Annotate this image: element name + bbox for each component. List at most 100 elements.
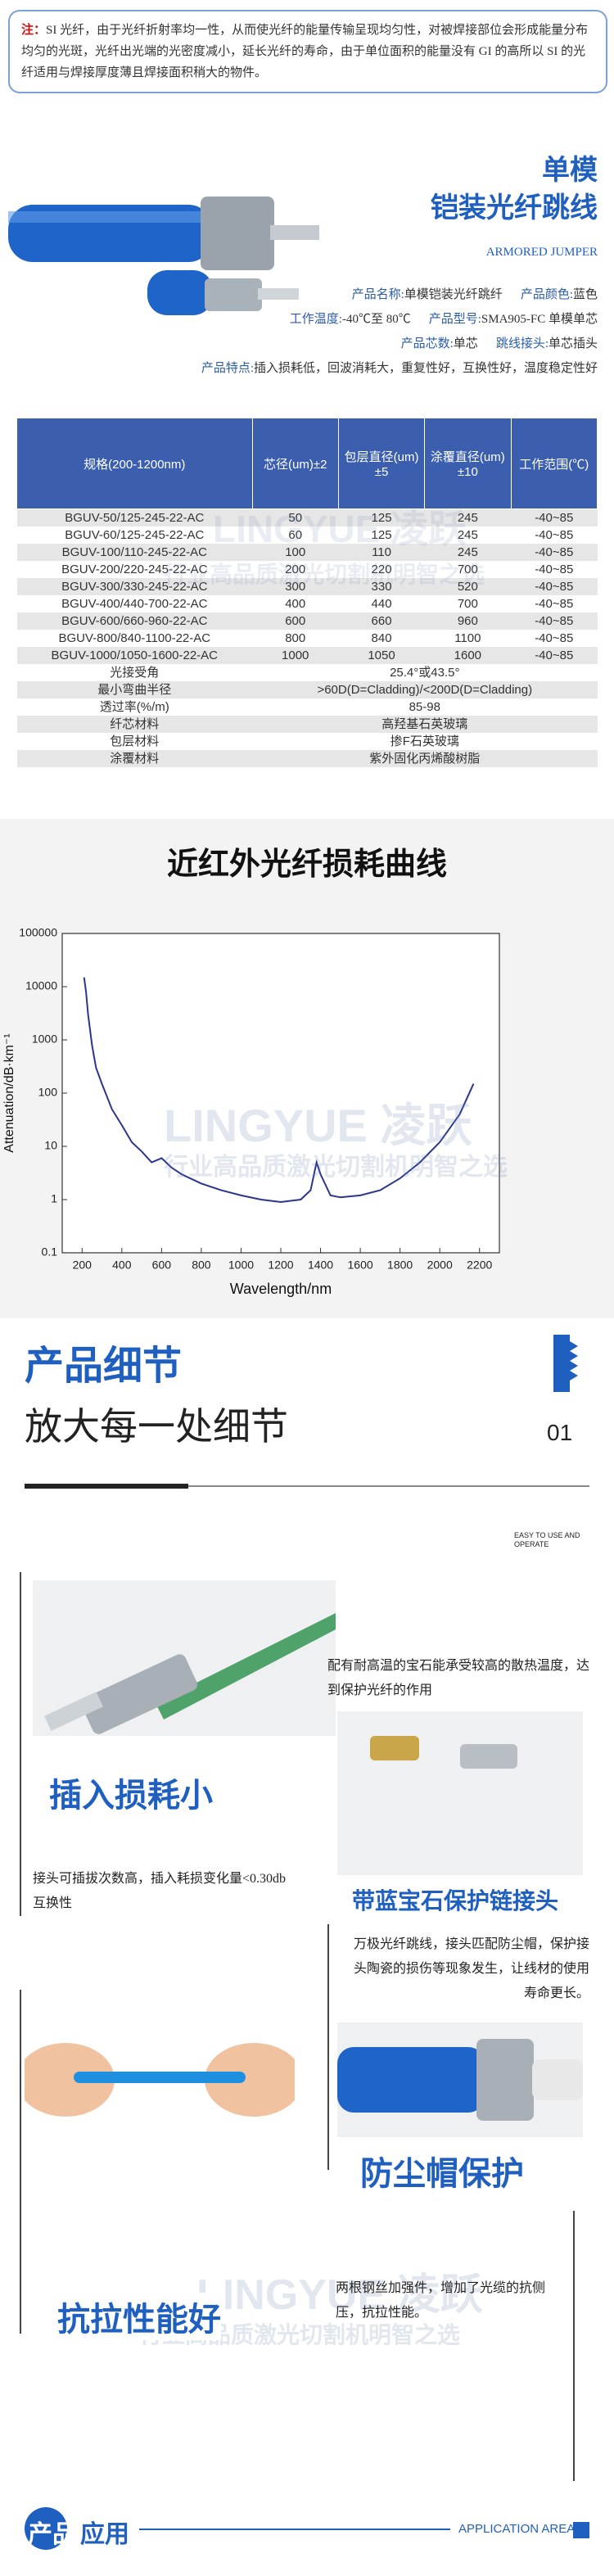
table-cell: BGUV-1000/1050-1600-22-AC: [16, 647, 253, 664]
footer-title: 产品: [28, 2521, 77, 2548]
feature-label: 防尘帽保护: [360, 2147, 524, 2194]
y-tick-label: 10000: [25, 979, 57, 992]
table-cell: 光接受角: [110, 666, 160, 680]
table-row: BGUV-800/840-1100-22-AC 800 840 1100 -40~85: [17, 630, 598, 647]
table-cell: BGUV-600/660-960-22-AC: [16, 612, 253, 630]
table-row: BGUV-300/330-245-22-AC 300 330 520 -40~85: [16, 578, 598, 595]
table-header-cell: 包层直径(um)±5: [337, 418, 426, 509]
x-tick-label: 2000: [427, 1259, 453, 1272]
x-tick-label: 200: [73, 1259, 93, 1272]
table-cell: 涂覆材料: [16, 750, 253, 767]
decoration: [553, 1335, 578, 1392]
photo: [33, 1580, 336, 1736]
chart-title: 近红外光纤损耗曲线: [167, 847, 447, 882]
spec-line: 工作温度:-40℃至 80℃ 产品型号:SMA905-FC 单模单芯: [183, 307, 598, 332]
table-cell: BGUV-800/840-1100-22-AC: [58, 631, 211, 645]
feature-text: 配有耐高温的宝石能承受较高的散热温度，达到保护光纤的作用: [327, 1659, 590, 1697]
table-cell: BGUV-60/125-245-22-AC: [65, 528, 205, 542]
spec-label: 产品芯数:: [400, 337, 454, 350]
spec-line: 产品名称:单模铠装光纤跳纤 产品颜色:蓝色: [183, 282, 598, 307]
table-cell: 100: [252, 544, 339, 561]
table-header-cell: 涂覆直径(um)±10: [424, 418, 512, 509]
table-cell: 800: [285, 631, 306, 645]
table-cell: BGUV-50/125-245-22-AC: [16, 508, 253, 526]
spec-value: 蓝色: [572, 288, 598, 301]
table-cell: 700: [457, 563, 478, 576]
footer-title: 应用: [80, 2521, 129, 2548]
x-tick-label: 800: [192, 1259, 211, 1272]
frame-line: [20, 1572, 21, 1916]
spec-table: 规格(200-1200nm) 芯径(um)±2 包层直径(um)±5 涂覆直径(um)…: [16, 418, 598, 767]
table-row: BGUV-60/125-245-22-AC 60 125 245 -40~85: [17, 526, 598, 544]
photo-art: [337, 2039, 583, 2121]
table-cell: -40~85: [511, 544, 598, 561]
connector: [81, 1654, 197, 1734]
frame-line: [327, 1924, 329, 2170]
feature-text: 两根钢丝加强件，增加了光缆的抗侧压，抗拉性能。: [336, 2281, 546, 2320]
data-line: [83, 977, 475, 1204]
hand: [205, 2043, 295, 2117]
table-cell: 960: [424, 612, 511, 630]
table-row: BGUV-600/660-960-22-AC 600 660 960 -40~85: [16, 612, 598, 630]
product-photo: [8, 197, 319, 315]
y-tick-label: 100000: [19, 926, 57, 939]
spec-line: 产品芯数:单芯 跳线接头:单芯插头: [183, 332, 598, 356]
table-cell: 1600: [424, 647, 511, 664]
spec-value: -40℃至 80℃: [341, 313, 411, 326]
spec-value: 单芯: [453, 337, 478, 350]
connector: [205, 278, 262, 311]
frame-line: [20, 1990, 21, 2334]
x-tick-label: 1200: [268, 1259, 293, 1272]
spec-value: 插入损耗低，回波消耗大，重复性好，互换性好，温度稳定性好: [253, 362, 598, 375]
cable: [337, 2047, 485, 2113]
table-cell: 245: [424, 508, 511, 526]
spec-value: SMA905-FC 单模单芯: [481, 313, 598, 326]
table-cell: 包层材料: [110, 734, 160, 748]
photo: [337, 2022, 583, 2137]
table-cell: 1100: [454, 631, 481, 645]
spec-label: 工作温度:: [289, 313, 342, 326]
table-cell: BGUV-400/440-700-22-AC: [61, 597, 208, 611]
x-tick-label: 600: [152, 1259, 172, 1272]
table-cell: -40~85: [511, 612, 598, 630]
footer-line: [139, 2529, 450, 2530]
table-header-cell: 芯径(um)±2: [251, 418, 339, 509]
spec-label: 产品名称:: [351, 288, 404, 301]
table-row: 纤芯材料 高羟基石英玻璃: [16, 716, 598, 733]
x-tick-label: 1000: [228, 1259, 254, 1272]
table-cell: 840: [371, 631, 392, 645]
connector: [460, 1744, 517, 1769]
x-tick-label: 400: [112, 1259, 132, 1272]
table-cell: -40~85: [535, 563, 574, 576]
decoration-shape: [553, 1335, 578, 1392]
table-cell: 600: [252, 612, 339, 630]
spec-label: 产品特点:: [201, 362, 254, 375]
divider-accent: [25, 1484, 188, 1489]
details-number: 01: [547, 1420, 573, 1445]
connector: [476, 2039, 534, 2121]
product-subtitle: ARMORED JUMPER: [485, 246, 598, 259]
table-cell: BGUV-100/110-245-22-AC: [16, 544, 253, 561]
table-cell: 50: [252, 508, 339, 526]
spec-label: 产品型号:: [428, 313, 481, 326]
table-row: 透过率(%/m) 85-98: [17, 698, 598, 716]
watermark: LINGYUE 凌跃: [213, 508, 467, 550]
photo: [25, 1990, 295, 2137]
table-cell: 300: [252, 578, 339, 595]
table-cell: 440: [371, 597, 392, 611]
ferrule: [270, 225, 319, 240]
y-tick-label: 0.1: [42, 1245, 58, 1259]
dust-cap: [532, 2059, 583, 2100]
table-cell: 1050: [338, 647, 425, 664]
y-axis-label: Attenuation/dB·km⁻¹: [2, 1033, 16, 1152]
footer-badge: [25, 2507, 67, 2550]
table-cell: BGUV-200/220-245-22-AC: [61, 563, 208, 576]
watermark: LINGYUE 凌跃: [164, 1100, 472, 1151]
chart: 近红外光纤损耗曲线 Attenuation/dB·km⁻¹ Wavelength…: [2, 847, 500, 1297]
plot-area: [61, 933, 500, 1254]
table-cell: 60: [288, 528, 303, 542]
feature-text: 接头可插拔次数高，插入耗损变化量<0.30db互换性: [33, 1872, 287, 1910]
ferrule: [258, 288, 299, 300]
y-tick-label: 10: [44, 1139, 57, 1152]
table-cell: 透过率(%/m): [99, 700, 169, 714]
